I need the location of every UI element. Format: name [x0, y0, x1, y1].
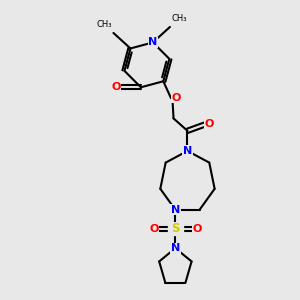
Text: O: O: [192, 224, 202, 234]
Text: O: O: [172, 93, 181, 103]
Text: O: O: [205, 119, 214, 129]
Text: O: O: [111, 82, 121, 92]
Text: N: N: [148, 38, 158, 47]
Text: CH₃: CH₃: [172, 14, 187, 23]
Bar: [168, 224, 183, 235]
Text: CH₃: CH₃: [96, 20, 112, 29]
Text: S: S: [171, 223, 180, 236]
Text: N: N: [171, 205, 180, 215]
Text: N: N: [171, 243, 180, 253]
Text: O: O: [149, 224, 158, 234]
Text: N: N: [183, 146, 192, 156]
